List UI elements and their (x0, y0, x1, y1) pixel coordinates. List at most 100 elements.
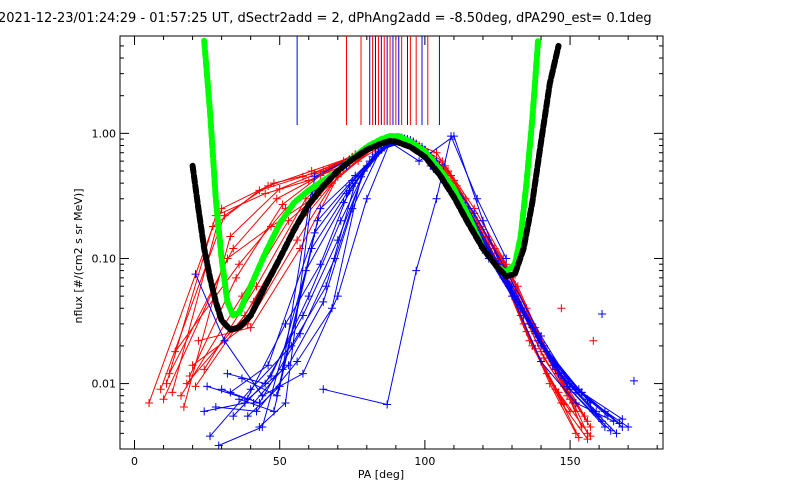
data-point-blue (278, 365, 287, 374)
y-tick-label: 1.00 (92, 127, 117, 140)
data-point-blue (415, 157, 424, 166)
data-point-blue (235, 395, 244, 404)
data-point-blue (200, 407, 209, 416)
data-point-red (574, 433, 583, 442)
x-tick-label: 100 (414, 455, 435, 468)
data-point-red (200, 365, 209, 374)
data-point-blue (255, 422, 264, 431)
data-point-blue (275, 382, 284, 391)
data-point-blue (577, 388, 586, 397)
chart-title: 2021-12-23/01:24:29 - 01:57:25 UT, dSect… (0, 11, 652, 26)
data-point-red (560, 400, 569, 409)
data-point-blue (537, 357, 546, 366)
data-point-blue (298, 369, 307, 378)
data-point-blue (502, 254, 511, 263)
y-tick-label: 0.10 (92, 252, 117, 265)
plot-area (145, 36, 638, 449)
data-point-blue (598, 309, 607, 318)
data-point-red (272, 194, 281, 203)
data-point-blue (542, 347, 551, 356)
data-point-red (304, 176, 313, 185)
data-point-red (229, 244, 238, 253)
data-point-blue (272, 391, 281, 400)
data-point-red (179, 402, 188, 411)
data-point-red (162, 379, 171, 388)
plot-frame (119, 35, 664, 450)
data-point-blue (322, 282, 331, 291)
data-point-blue (237, 374, 246, 383)
data-point-red (557, 304, 566, 313)
data-point-red (447, 171, 456, 180)
data-point-blue (362, 194, 371, 203)
data-point-blue (319, 297, 328, 306)
data-point-blue (281, 398, 290, 407)
fit-curve-green (201, 37, 542, 319)
data-point-red (583, 435, 592, 444)
data-point-blue (615, 419, 624, 428)
data-point-blue (571, 398, 580, 407)
data-point-blue (525, 319, 534, 328)
data-point-blue (217, 385, 226, 394)
data-point-blue (261, 379, 270, 388)
data-point-red (232, 273, 241, 282)
data-point-blue (220, 336, 229, 345)
data-point-red (261, 189, 270, 198)
data-point-blue (296, 329, 305, 338)
x-tick-label: 150 (560, 455, 581, 468)
data-point-red (235, 260, 244, 269)
data-point-blue (383, 400, 392, 409)
data-point-red (278, 200, 287, 209)
data-point-red (296, 244, 305, 253)
data-point-blue (211, 402, 220, 411)
data-point-red (275, 184, 284, 193)
data-point-red (246, 323, 255, 332)
data-point-red (583, 417, 592, 426)
data-point-blue (319, 385, 328, 394)
data-point-blue (336, 216, 345, 225)
data-point-blue (333, 236, 342, 245)
x-tick-label: 0 (131, 455, 138, 468)
data-point-blue (316, 260, 325, 269)
data-point-blue (203, 382, 212, 391)
data-point-blue (223, 369, 232, 378)
data-point-red (226, 232, 235, 241)
data-point-blue (293, 357, 302, 366)
data-point-blue (316, 204, 325, 213)
data-point-blue (351, 171, 360, 180)
data-point-blue (566, 385, 575, 394)
series-line-blue (230, 140, 606, 428)
data-point-red (220, 211, 229, 220)
data-point-blue (447, 132, 456, 141)
data-point-blue (330, 254, 339, 263)
data-point-red (432, 148, 441, 157)
data-point-blue (226, 388, 235, 397)
data-point-blue (298, 311, 307, 320)
y-tick-label: 0.01 (92, 378, 117, 391)
data-point-blue (612, 429, 621, 438)
data-point-blue (214, 441, 223, 449)
data-point-blue (432, 194, 441, 203)
y-axis-label: nflux [#/(cm2 s sr MeV)] (72, 189, 85, 324)
data-point-red (325, 164, 334, 173)
data-point-red (156, 385, 165, 394)
data-point-blue (624, 422, 633, 431)
series-line-red (168, 138, 583, 428)
data-point-blue (266, 371, 275, 380)
data-point-blue (310, 172, 319, 181)
data-point-blue (348, 204, 357, 213)
plot-content (145, 36, 638, 449)
data-point-blue (206, 432, 215, 441)
data-point-red (182, 379, 191, 388)
data-point-red (159, 395, 168, 404)
data-point-blue (191, 270, 200, 279)
data-point-red (185, 371, 194, 380)
data-point-blue (304, 292, 313, 301)
data-point-blue (470, 209, 479, 218)
data-point-red (194, 336, 203, 345)
data-point-blue (284, 361, 293, 370)
data-point-blue (229, 412, 238, 421)
data-point-red (589, 336, 598, 345)
data-point-blue (478, 216, 487, 225)
axis-ticks: 0 50 100 150 0.01 0.10 1.00 (92, 35, 663, 468)
